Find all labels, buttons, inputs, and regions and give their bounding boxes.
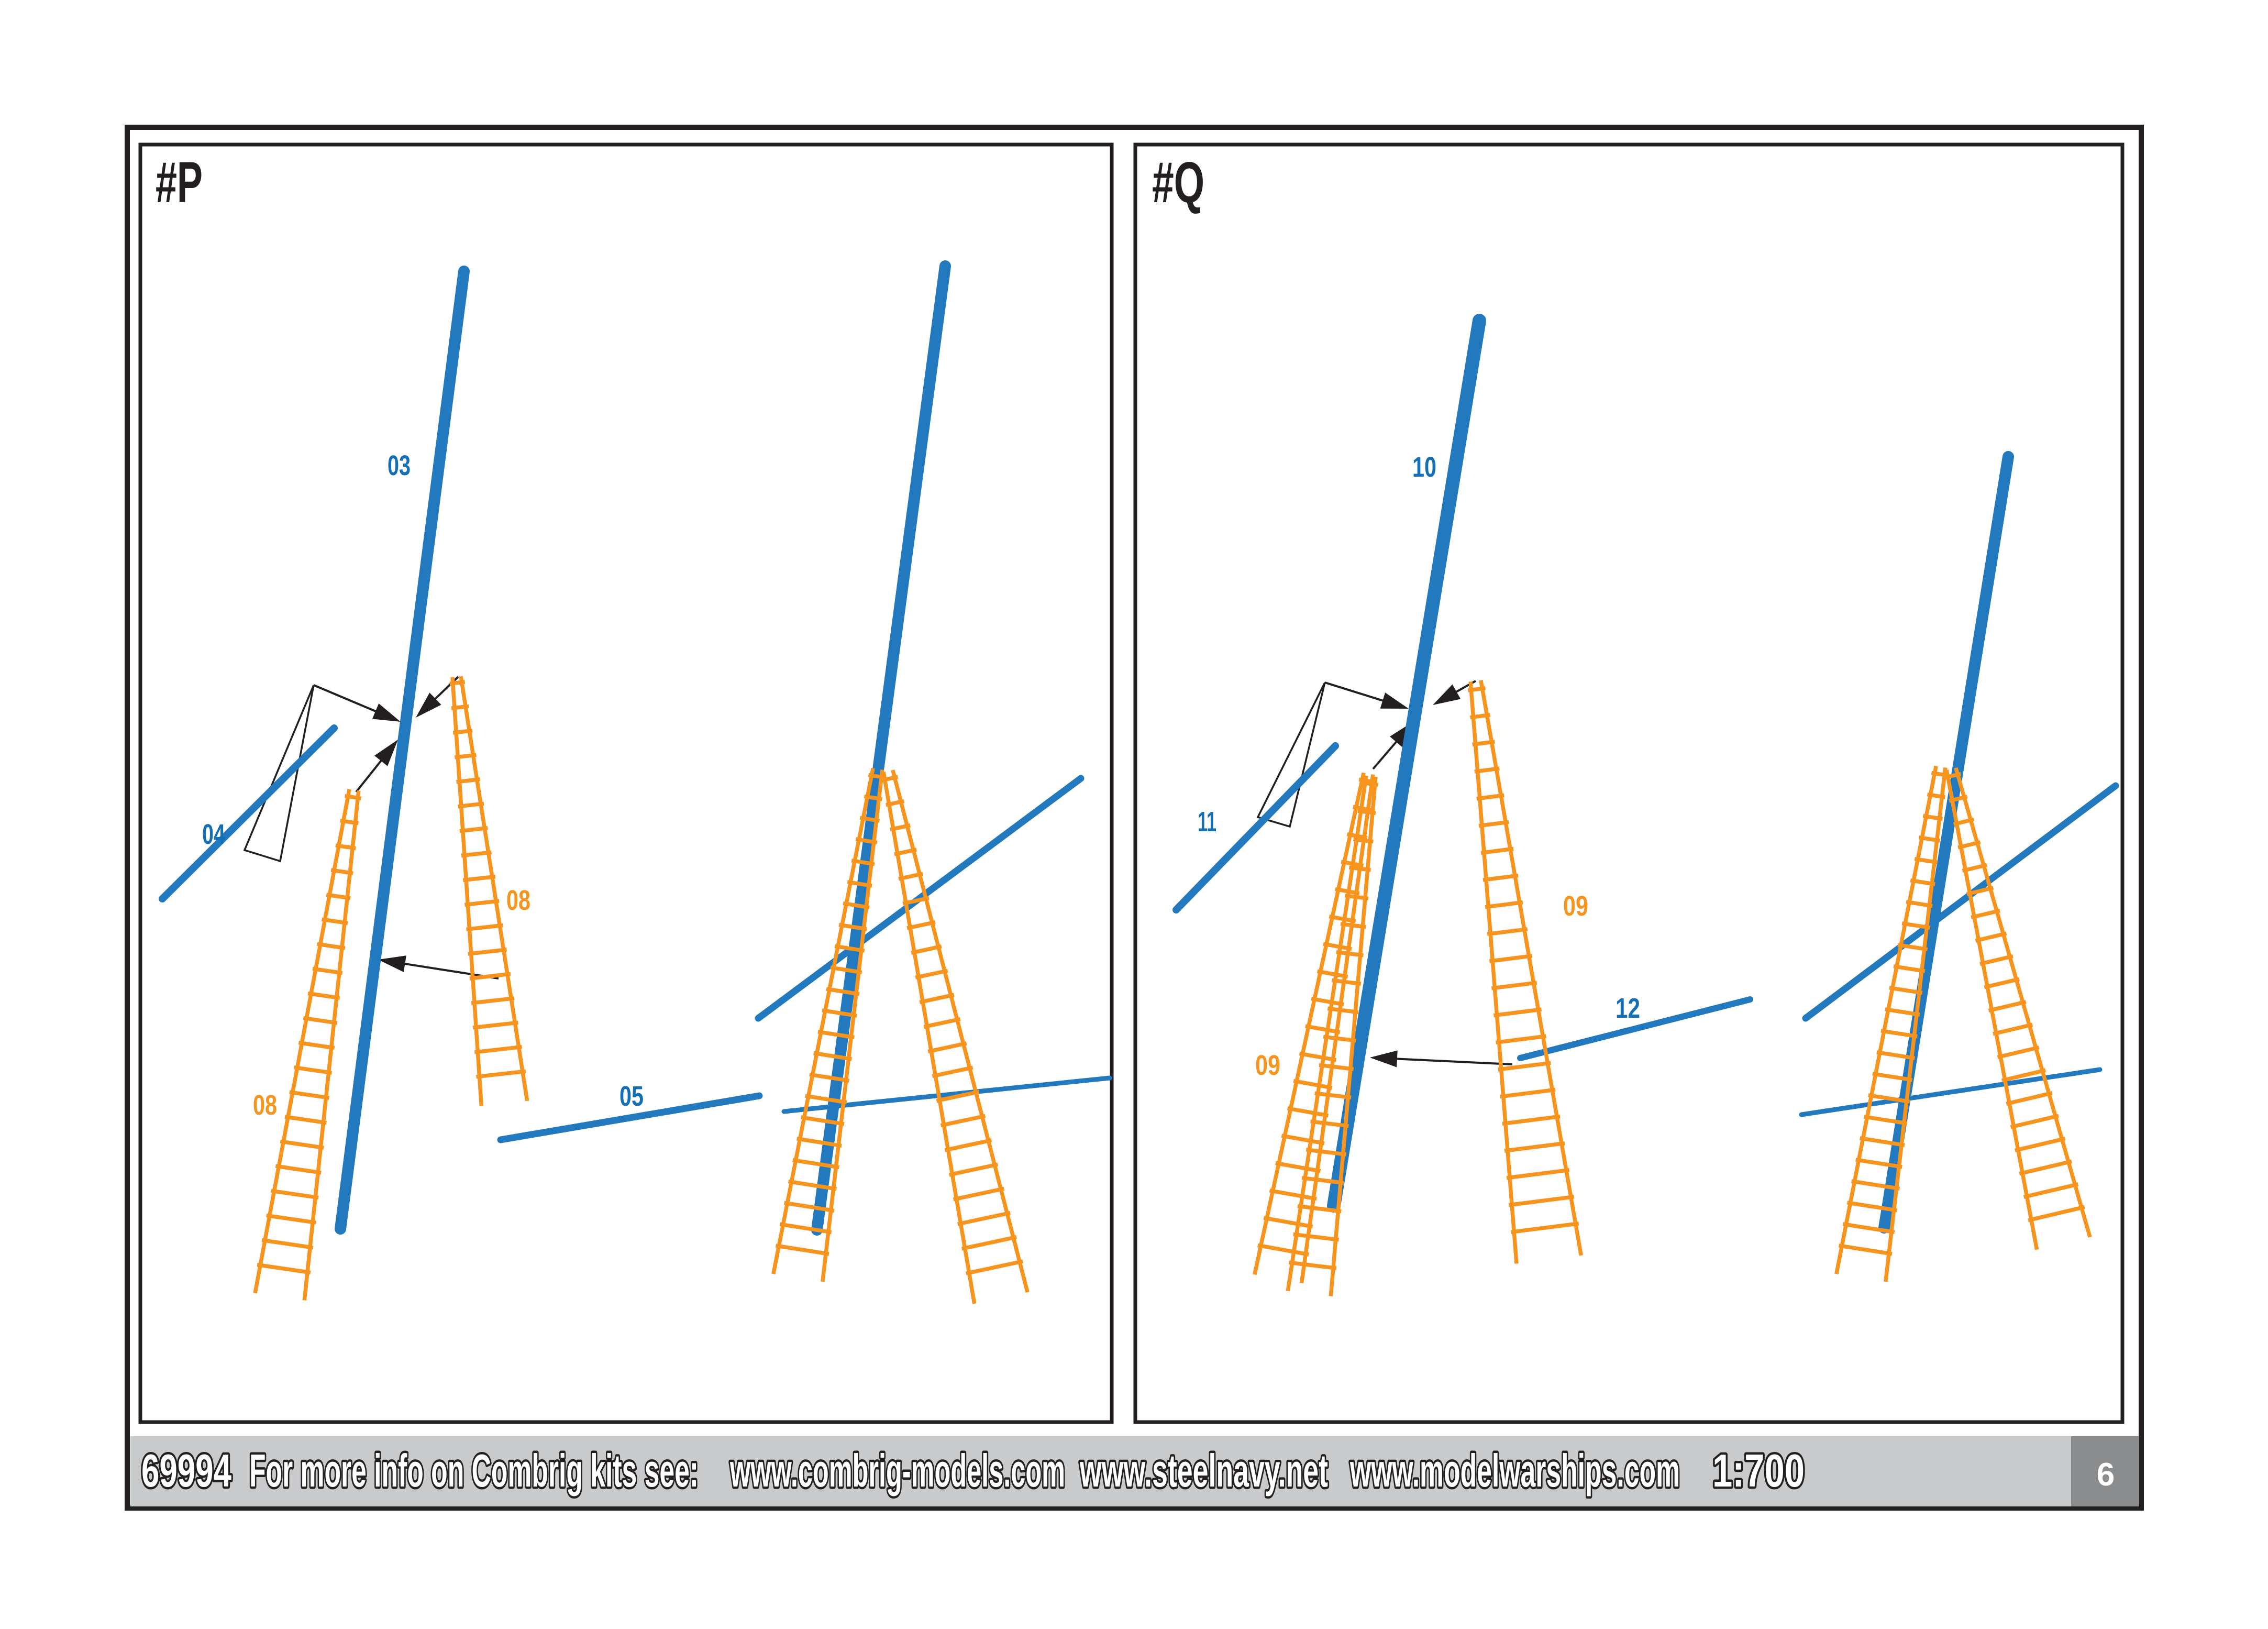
panel-q-drawing: [1172, 314, 2119, 1296]
footer-link-steelnavy: www.steelnavy.net: [1079, 1445, 1328, 1496]
ladder-08-left: [253, 789, 361, 1301]
footer-link-modelwarships: www.modelwarships.com: [1349, 1445, 1680, 1496]
arrow-05-to-mast-head: [378, 955, 406, 972]
panel-p-drawing: [159, 260, 1112, 1304]
footer-scale: 1:700: [1712, 1445, 1805, 1496]
part-label-ladder-09-right: 09: [1563, 890, 1588, 922]
part-label-yard-12: 12: [1616, 993, 1640, 1024]
arrow-11-to-mast-head: [1380, 692, 1409, 709]
part-label-yard-05: 05: [619, 1081, 644, 1112]
leader-bracket-11: [1256, 682, 1326, 828]
assembled-ladder-right-p: [881, 769, 1030, 1304]
arrow-ladder-left-to-mast-line: [355, 754, 386, 793]
arrow-04-to-mast-head: [372, 703, 401, 722]
part-label-ladder-08-left: 08: [253, 1089, 277, 1121]
assembled-ladder-left-q: [1834, 765, 1948, 1282]
assembled-lower-yard-p: [781, 1075, 1112, 1114]
page-number: 6: [2097, 1457, 2115, 1493]
assembled-lower-yard-q: [1799, 1067, 2103, 1117]
arrow-ladder-left-to-mast-head: [374, 740, 398, 766]
mast-10-rod: [1327, 314, 1486, 1213]
page-number-box: [2071, 1436, 2139, 1506]
assembled-upper-yard-q: [1802, 782, 2119, 1022]
yard-12-rod: [1517, 996, 1753, 1061]
part-label-mast-03: 03: [388, 450, 411, 481]
panel-q-border: [1133, 142, 2125, 1424]
mast-03-rod: [335, 266, 470, 1235]
arrow-12-to-mast-head: [1370, 1050, 1398, 1067]
ladder-08-right: [449, 676, 529, 1106]
ladder-09-right: [1467, 680, 1583, 1264]
yard-05-rod: [497, 1092, 763, 1143]
footer-info-label: For more info on Combrig kits see:: [249, 1445, 699, 1496]
part-label-mast-10: 10: [1412, 452, 1436, 483]
assembled-mast-p: [811, 260, 951, 1236]
footer-link-combrig: www.combrig-models.com: [729, 1445, 1065, 1496]
panel-q-title: #Q: [1152, 150, 1204, 215]
arrow-11-to-mast-line: [1324, 681, 1390, 704]
footer-bar: [130, 1436, 2137, 1506]
footer-kit-number: 69994: [141, 1445, 231, 1496]
yard-04-rod: [159, 724, 338, 902]
arrow-12-to-mast-line: [1389, 1057, 1513, 1065]
panel-p-border: [138, 142, 1114, 1424]
yard-11-rod: [1172, 742, 1339, 913]
page-outer-border: [125, 125, 2144, 1511]
leader-bracket-04: [243, 685, 315, 863]
arrow-ladder-right-to-mast-head: [416, 692, 441, 718]
part-label-ladder-09-left: 09: [1255, 1050, 1280, 1081]
panel-p-title: #P: [156, 150, 203, 215]
assembled-ladder-left-p: [771, 767, 885, 1282]
part-label-yard-04: 04: [202, 819, 225, 850]
arrow-ladder-right-to-mast-q-head: [1433, 684, 1461, 705]
assembled-mast-q: [1878, 451, 2014, 1234]
arrow-04-to-mast-line: [313, 684, 383, 716]
ladder-09-left-b: [1286, 775, 1379, 1296]
assembled-ladder-right-q: [1944, 767, 2092, 1250]
part-label-ladder-08-right: 08: [506, 885, 530, 916]
part-label-yard-11: 11: [1198, 806, 1216, 838]
